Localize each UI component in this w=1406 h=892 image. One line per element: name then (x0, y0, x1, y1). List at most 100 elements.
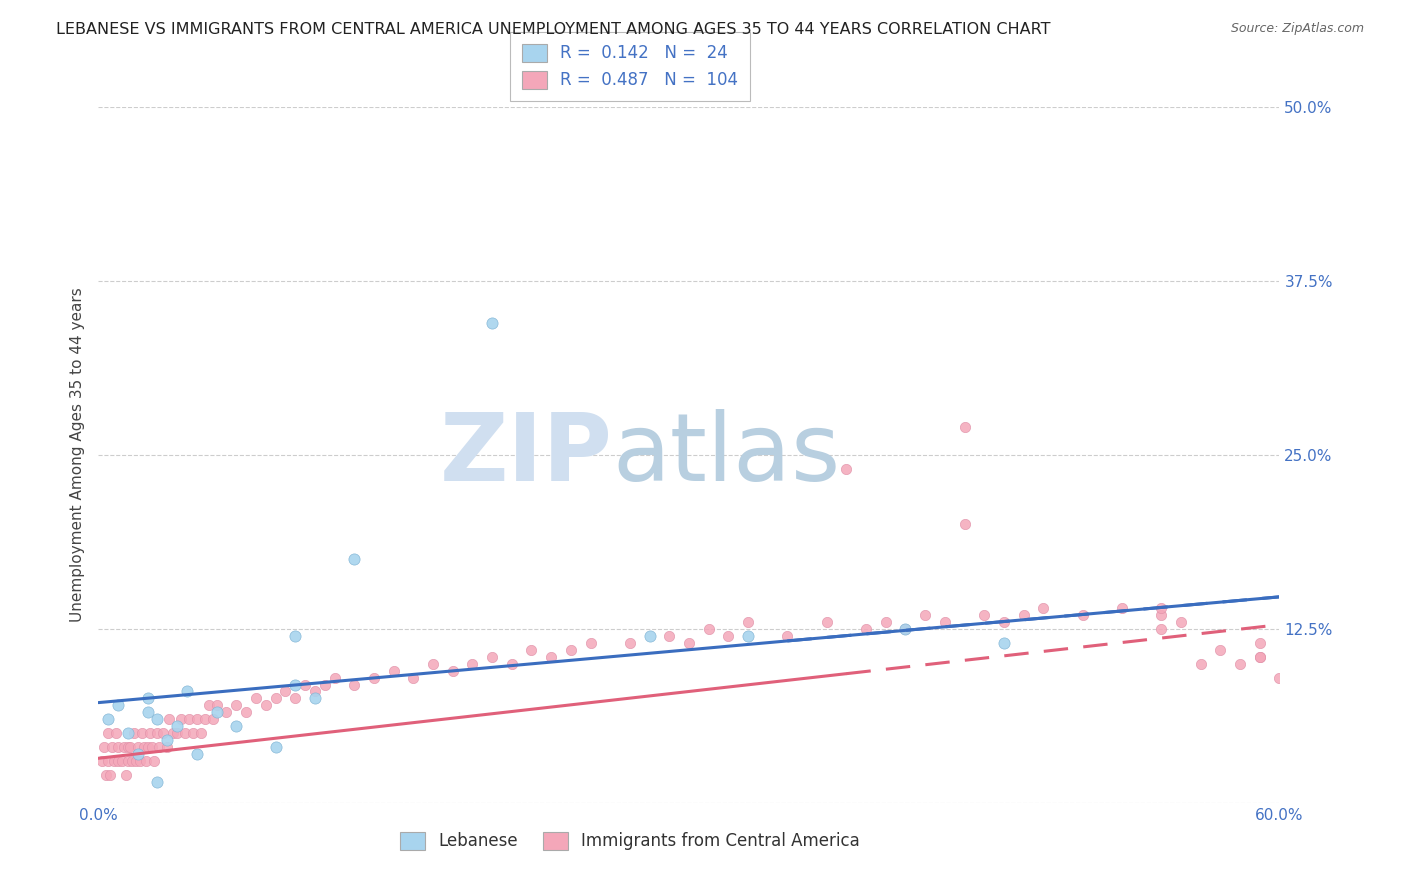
Point (91, 754, 114, 768)
Point (245, 691, 267, 706)
Point (105, 726, 128, 740)
Point (121, 754, 143, 768)
Point (284, 677, 307, 691)
Point (138, 726, 160, 740)
Point (697, 622, 720, 636)
Point (157, 712, 180, 726)
Point (461, 657, 484, 671)
Point (118, 740, 141, 755)
Point (1249, 636, 1271, 650)
Point (112, 740, 135, 755)
Point (422, 657, 444, 671)
Point (678, 636, 700, 650)
Point (993, 636, 1015, 650)
Y-axis label: Unemployment Among Ages 35 to 44 years: Unemployment Among Ages 35 to 44 years (69, 287, 84, 623)
Point (225, 719, 247, 733)
Point (815, 615, 838, 629)
Point (127, 747, 149, 761)
Text: ZIP: ZIP (439, 409, 612, 501)
Point (235, 706, 257, 720)
Point (304, 684, 326, 698)
Point (1249, 649, 1271, 664)
Point (176, 684, 198, 698)
Point (177, 712, 200, 726)
Point (215, 706, 238, 720)
Point (540, 649, 562, 664)
Point (107, 740, 129, 755)
Point (737, 615, 759, 629)
Point (441, 664, 464, 678)
Point (136, 740, 159, 755)
Legend: Lebanese, Immigrants from Central America: Lebanese, Immigrants from Central Americ… (394, 825, 866, 857)
Point (520, 642, 543, 657)
Point (835, 462, 858, 476)
Point (638, 629, 661, 643)
Point (993, 615, 1015, 629)
Point (894, 622, 917, 636)
Point (131, 726, 153, 740)
Point (934, 615, 956, 629)
Point (776, 629, 799, 643)
Point (1071, 607, 1094, 622)
Point (146, 775, 169, 789)
Point (98, 768, 121, 782)
Point (122, 726, 145, 740)
Point (181, 726, 204, 740)
Point (128, 754, 150, 768)
Point (1150, 601, 1173, 615)
Point (717, 629, 740, 643)
Point (254, 698, 277, 713)
Point (152, 726, 174, 740)
Point (111, 754, 134, 768)
Point (201, 712, 224, 726)
Point (162, 726, 184, 740)
Point (1032, 601, 1054, 615)
Point (973, 607, 995, 622)
Point (953, 517, 976, 532)
Point (1012, 607, 1035, 622)
Point (304, 691, 326, 706)
Point (117, 740, 139, 755)
Point (914, 607, 936, 622)
Point (658, 629, 681, 643)
Point (481, 316, 503, 330)
Point (264, 740, 287, 755)
Point (93, 740, 115, 755)
Text: atlas: atlas (612, 409, 841, 501)
Point (579, 636, 602, 650)
Point (560, 642, 582, 657)
Point (186, 747, 208, 761)
Point (117, 726, 139, 740)
Point (1150, 622, 1173, 636)
Point (1170, 615, 1192, 629)
Point (142, 754, 165, 768)
Point (166, 726, 188, 740)
Point (737, 629, 759, 643)
Text: LEBANESE VS IMMIGRANTS FROM CENTRAL AMERICA UNEMPLOYMENT AMONG AGES 35 TO 44 YEA: LEBANESE VS IMMIGRANTS FROM CENTRAL AMER… (56, 22, 1050, 37)
Point (190, 726, 212, 740)
Point (156, 733, 179, 747)
Point (402, 671, 425, 685)
Point (875, 615, 897, 629)
Point (166, 719, 188, 733)
Text: Source: ZipAtlas.com: Source: ZipAtlas.com (1230, 22, 1364, 36)
Point (148, 740, 170, 755)
Point (294, 677, 316, 691)
Point (103, 754, 125, 768)
Point (146, 712, 169, 726)
Point (132, 740, 155, 755)
Point (170, 712, 193, 726)
Point (194, 712, 217, 726)
Point (1229, 657, 1251, 671)
Point (97, 726, 120, 740)
Point (382, 664, 405, 678)
Point (481, 649, 503, 664)
Point (343, 552, 366, 566)
Point (284, 629, 307, 643)
Point (855, 622, 877, 636)
Point (363, 671, 385, 685)
Point (1111, 601, 1133, 615)
Point (186, 712, 208, 726)
Point (894, 622, 917, 636)
Point (323, 671, 346, 685)
